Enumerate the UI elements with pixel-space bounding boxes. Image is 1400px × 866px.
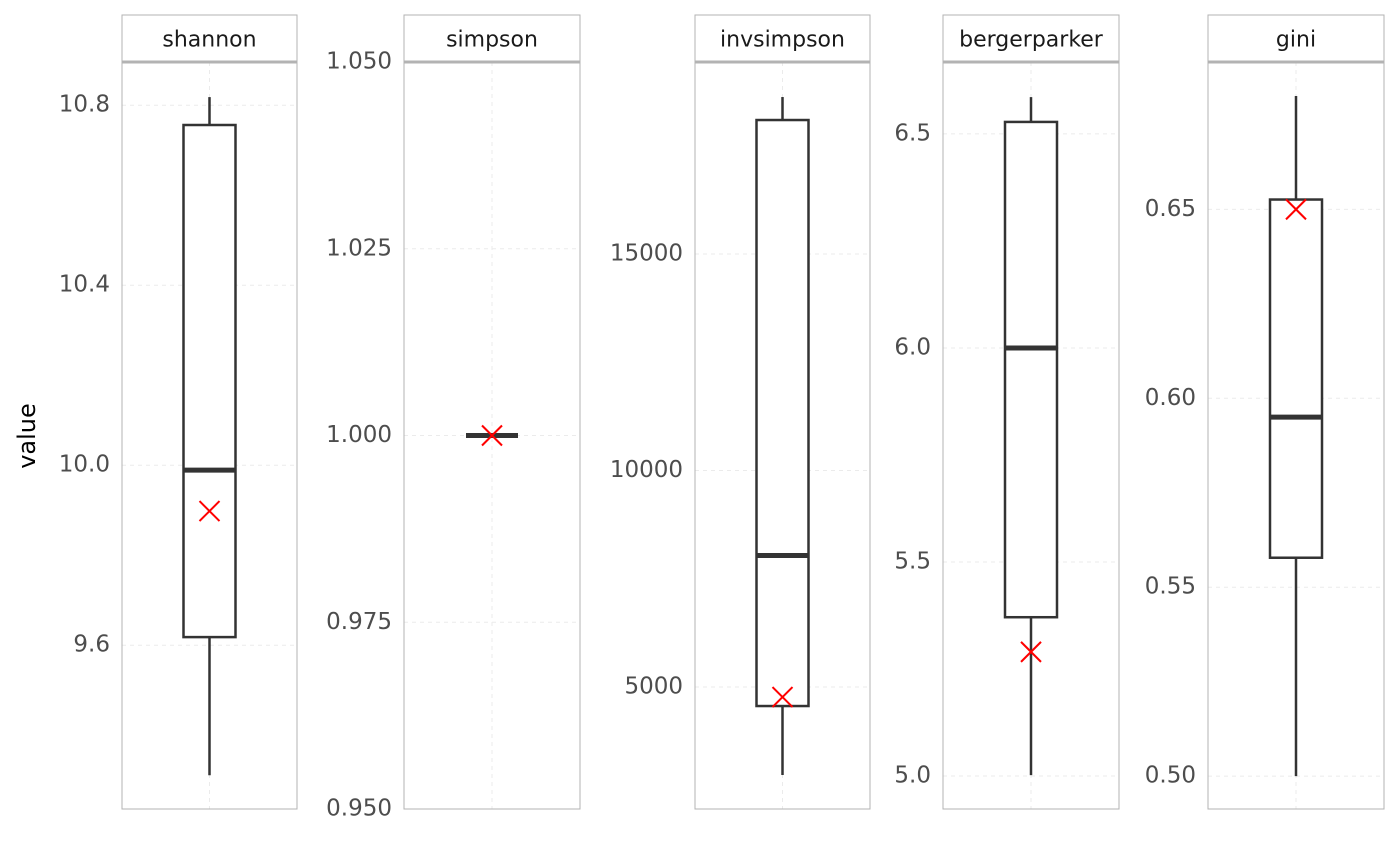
box xyxy=(182,123,237,639)
y-tick-label: 1.050 xyxy=(326,49,392,75)
box xyxy=(1003,120,1059,619)
strip xyxy=(1207,14,1385,63)
marker-stroke xyxy=(198,500,221,522)
y-tick-label: 1.000 xyxy=(326,422,392,448)
strip xyxy=(694,14,871,63)
marker-stroke xyxy=(1020,641,1042,663)
mean-marker xyxy=(481,424,503,447)
y-tick-label: 1.025 xyxy=(326,235,392,261)
mean-marker xyxy=(771,686,794,708)
y-tick-label: 10.0 xyxy=(59,452,110,478)
marker-stroke xyxy=(481,424,503,447)
strip xyxy=(121,14,298,63)
y-tick-label: 0.50 xyxy=(1145,763,1196,789)
strip-title: shannon xyxy=(162,28,256,53)
y-tick-label: 5.5 xyxy=(894,548,931,574)
mean-marker xyxy=(1285,198,1307,221)
box xyxy=(1268,198,1324,559)
y-tick-label: 9.6 xyxy=(73,632,110,658)
y-tick-label: 15000 xyxy=(610,241,683,267)
marker-stroke xyxy=(771,686,794,708)
strip-title: gini xyxy=(1276,28,1316,53)
strip-title: bergerparker xyxy=(959,28,1104,53)
y-tick-label: 5.0 xyxy=(894,763,931,789)
y-tick-label: 0.55 xyxy=(1145,574,1196,600)
marker-stroke xyxy=(1285,198,1307,221)
strip-title: simpson xyxy=(446,28,538,53)
mean-marker xyxy=(1020,641,1042,663)
y-tick-label: 5000 xyxy=(624,674,683,700)
box xyxy=(755,118,810,708)
y-tick-label: 10.4 xyxy=(59,272,110,298)
y-tick-label: 10.8 xyxy=(59,92,110,118)
y-tick-label: 6.5 xyxy=(894,120,931,146)
mean-marker xyxy=(198,500,221,522)
y-tick-label: 10000 xyxy=(610,457,683,483)
y-tick-label: 0.65 xyxy=(1145,196,1196,222)
y-tick-label: 6.0 xyxy=(894,334,931,360)
y-axis-label: value xyxy=(13,403,41,469)
y-tick-label: 0.975 xyxy=(326,609,392,635)
strip-title: invsimpson xyxy=(720,28,845,53)
y-tick-label: 0.60 xyxy=(1145,385,1196,411)
y-tick-label: 0.950 xyxy=(326,796,392,822)
